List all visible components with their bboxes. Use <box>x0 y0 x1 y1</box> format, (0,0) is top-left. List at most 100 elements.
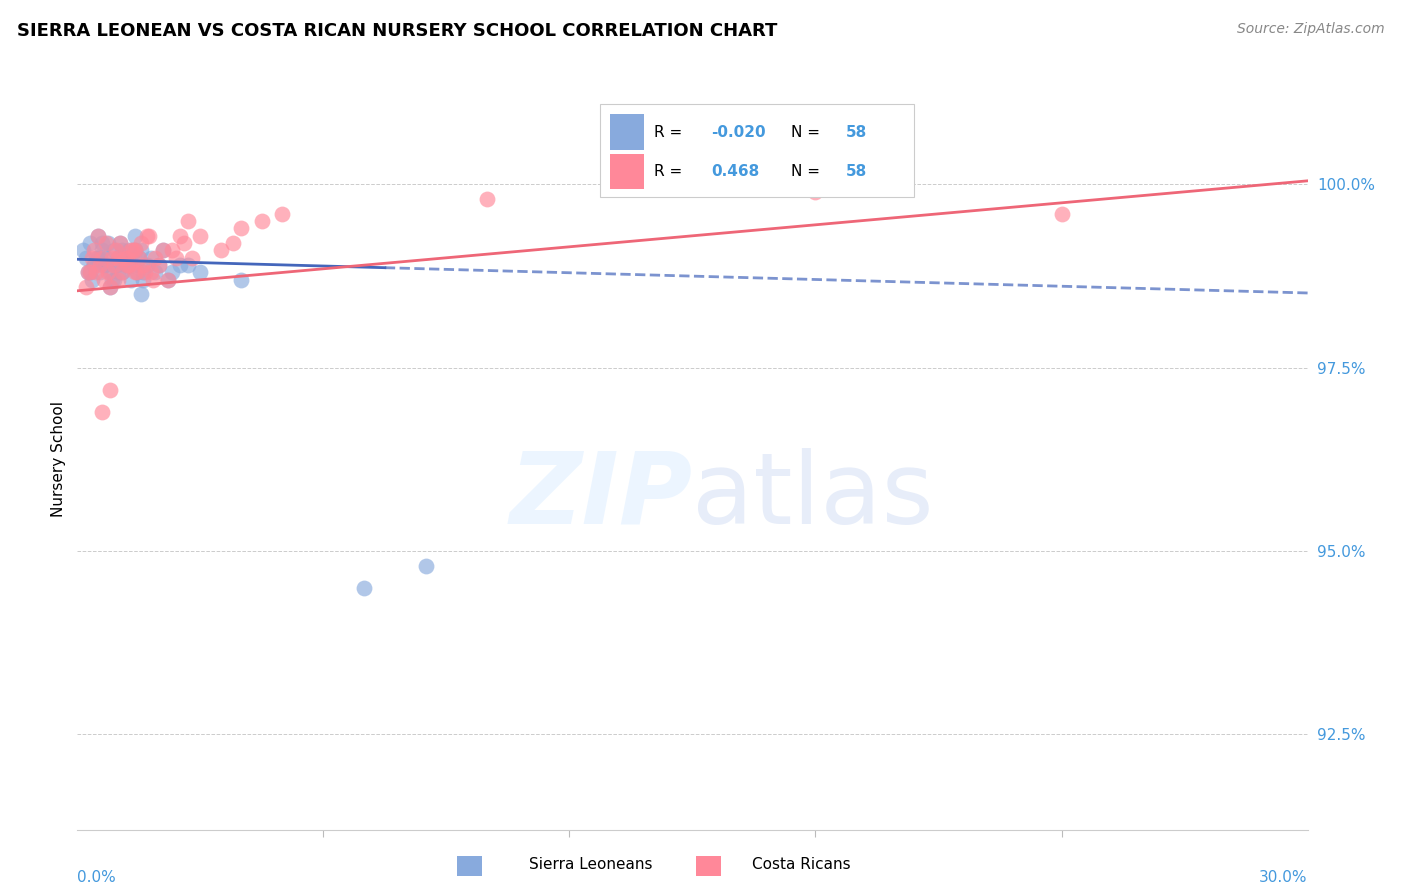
Point <box>138 228 160 243</box>
Text: SIERRA LEONEAN VS COSTA RICAN NURSERY SCHOOL CORRELATION CHART: SIERRA LEONEAN VS COSTA RICAN NURSERY SC… <box>17 22 778 40</box>
Point <box>169 228 191 243</box>
Point <box>83 244 105 258</box>
Point <box>114 251 136 265</box>
Point <box>90 236 114 251</box>
Point <box>98 280 121 294</box>
Point <box>107 273 129 287</box>
Point <box>177 214 200 228</box>
Text: N =: N = <box>792 125 825 140</box>
Point <box>121 244 143 258</box>
Point <box>124 228 146 243</box>
Point <box>141 265 163 279</box>
Point <box>110 236 132 251</box>
Point <box>115 251 138 265</box>
Point <box>98 280 121 294</box>
Point <box>477 192 499 206</box>
Point <box>111 265 134 279</box>
Point <box>121 258 143 272</box>
Point <box>87 228 110 243</box>
Point <box>84 251 107 265</box>
Point <box>120 251 142 265</box>
Point <box>76 265 98 279</box>
Point <box>101 273 124 287</box>
FancyBboxPatch shape <box>600 104 914 196</box>
Point <box>188 228 212 243</box>
Point <box>97 265 120 279</box>
Point <box>107 265 129 279</box>
Point <box>173 236 195 251</box>
Point <box>169 258 191 272</box>
Point <box>129 287 152 301</box>
Point <box>271 207 294 221</box>
Point <box>115 258 138 272</box>
Point <box>75 280 97 294</box>
Point <box>89 265 111 279</box>
Point <box>177 258 200 272</box>
Point <box>353 581 375 595</box>
Point <box>136 258 159 272</box>
Text: N =: N = <box>792 164 825 179</box>
Point <box>79 265 101 279</box>
Point <box>93 258 115 272</box>
Point <box>107 251 129 265</box>
Point <box>72 244 94 258</box>
Point <box>87 251 110 265</box>
Point <box>125 265 148 279</box>
Text: ZIP: ZIP <box>509 448 693 545</box>
Point <box>152 244 174 258</box>
Point <box>222 236 245 251</box>
Point <box>98 265 121 279</box>
Point <box>141 251 163 265</box>
Point <box>156 273 179 287</box>
Point <box>89 251 111 265</box>
Point <box>160 244 183 258</box>
Y-axis label: Nursery School: Nursery School <box>51 401 66 517</box>
Point <box>132 258 155 272</box>
Point <box>101 251 124 265</box>
Text: Costa Ricans: Costa Ricans <box>752 857 851 872</box>
Point <box>94 251 117 265</box>
Point <box>115 258 138 272</box>
Text: Source: ZipAtlas.com: Source: ZipAtlas.com <box>1237 22 1385 37</box>
Point <box>105 244 128 258</box>
Point <box>117 244 139 258</box>
Text: -0.020: -0.020 <box>711 125 765 140</box>
Point <box>105 258 128 272</box>
Text: R =: R = <box>654 125 688 140</box>
Point <box>128 251 150 265</box>
Point <box>209 244 232 258</box>
Point <box>90 251 114 265</box>
Point <box>87 228 110 243</box>
Point <box>111 244 134 258</box>
Point <box>107 251 129 265</box>
Point <box>94 258 117 272</box>
Text: 0.0%: 0.0% <box>77 871 117 885</box>
Point <box>84 265 107 279</box>
Point <box>76 265 98 279</box>
Point <box>89 258 111 272</box>
Point <box>79 236 101 251</box>
Point <box>79 265 101 279</box>
Point <box>114 251 136 265</box>
Point <box>160 265 183 279</box>
Text: atlas: atlas <box>693 448 934 545</box>
Point <box>148 258 170 272</box>
Point <box>120 244 142 258</box>
Point <box>152 244 174 258</box>
Point <box>103 258 125 272</box>
Point <box>75 251 97 265</box>
Point <box>1050 207 1073 221</box>
Point <box>103 273 125 287</box>
Point <box>111 265 134 279</box>
Point <box>188 265 212 279</box>
Point <box>80 251 103 265</box>
Point <box>129 236 152 251</box>
Point <box>97 236 120 251</box>
Point <box>80 273 103 287</box>
Text: 58: 58 <box>846 164 868 179</box>
Point <box>115 258 138 272</box>
Point <box>83 258 105 272</box>
Point <box>804 185 827 199</box>
Point <box>117 258 139 272</box>
Point <box>148 258 170 272</box>
